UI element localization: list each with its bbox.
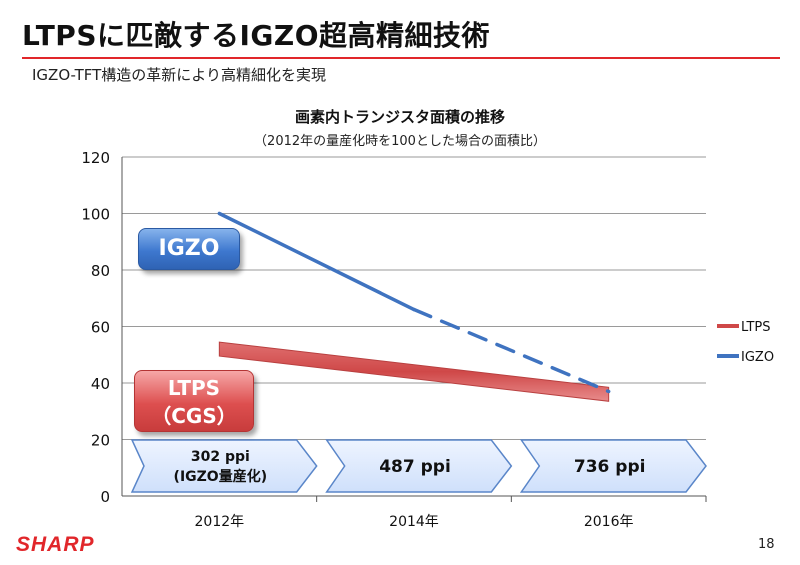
ppi-sublabel: (IGZO量産化) <box>174 468 268 485</box>
ltps-callout-line2: （CGS） <box>151 404 237 428</box>
ltps-callout: LTPS （CGS） <box>134 370 254 432</box>
y-tick-label: 40 <box>91 375 110 393</box>
ppi-arrow-2 <box>325 439 513 493</box>
legend-label-igzo: IGZO <box>741 350 774 365</box>
x-tick-label: 2014年 <box>389 514 439 530</box>
y-tick-label: 60 <box>91 319 110 337</box>
ppi-label: 736 ppi <box>574 457 646 477</box>
ltps-band <box>218 341 610 402</box>
igzo-line-projected <box>412 307 611 394</box>
legend-label-ltps: LTPS <box>741 320 771 335</box>
y-tick-label: 120 <box>81 149 110 167</box>
page-number: 18 <box>758 537 775 552</box>
sharp-logo: SHARP <box>16 533 95 556</box>
y-tick-label: 0 <box>100 488 110 506</box>
slide-subtitle: IGZO-TFT構造の革新により高精細化を実現 <box>32 66 326 84</box>
ppi-label: 487 ppi <box>379 457 451 477</box>
y-tick-label: 20 <box>91 432 110 450</box>
x-tick-label: 2012年 <box>195 514 245 530</box>
chart-title: 画素内トランジスタ面積の推移 <box>294 108 505 126</box>
title-rule <box>22 57 780 59</box>
y-tick-label: 80 <box>91 262 110 280</box>
igzo-callout: IGZO <box>138 228 240 270</box>
slide-title: LTPSに匹敵するIGZO超高精細技術 <box>22 19 491 52</box>
x-tick-label: 2016年 <box>584 514 634 530</box>
chart-subtitle: （2012年の量産化時を100とした場合の面積比） <box>254 134 546 149</box>
igzo-line <box>217 211 416 312</box>
ltps-callout-line1: LTPS <box>167 376 221 400</box>
ppi-arrow-3 <box>519 439 707 493</box>
ppi-label: 302 ppi <box>191 449 250 465</box>
y-tick-label: 100 <box>81 206 110 224</box>
ppi-arrow-1 <box>130 439 318 493</box>
